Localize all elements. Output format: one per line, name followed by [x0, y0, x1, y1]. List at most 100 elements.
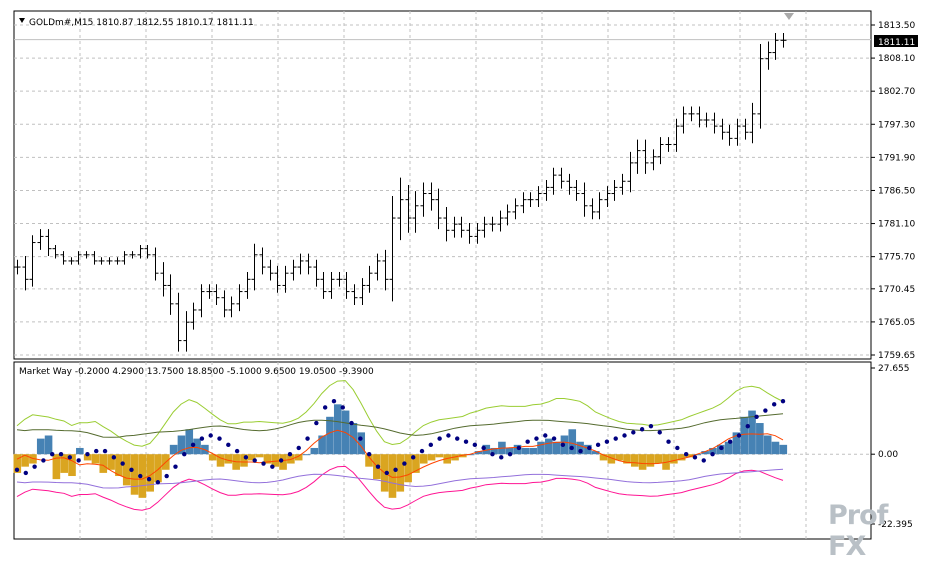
indicator-dot	[331, 399, 337, 404]
indicator-dot	[560, 442, 566, 448]
indicator-dot	[631, 430, 636, 435]
indicator-dot	[173, 464, 178, 469]
indicator-dot	[226, 442, 231, 448]
histogram-bar	[709, 447, 717, 455]
histogram-bar	[185, 429, 194, 455]
indicator-dot	[595, 442, 601, 448]
indicator-dot	[763, 408, 768, 413]
histogram-bar	[255, 454, 264, 458]
upper-band-line	[16, 380, 784, 447]
histogram-bar	[357, 432, 366, 455]
indicator-dot	[14, 467, 20, 472]
indicator-dot	[419, 448, 425, 454]
indicator-lines	[16, 380, 784, 511]
indicator-tick-label: 0.00	[878, 450, 898, 460]
histogram-bar	[21, 454, 29, 467]
indicator-dot	[322, 405, 328, 410]
histogram-bar	[521, 447, 530, 455]
indicator-dot	[701, 458, 706, 463]
histogram-bar	[318, 435, 326, 455]
histogram-bar	[685, 454, 694, 458]
histogram-bar	[505, 447, 514, 455]
indicator-dot	[67, 455, 73, 460]
histogram-bar	[591, 451, 600, 455]
price-plot-frame	[13, 10, 872, 360]
histogram-bar	[240, 454, 248, 467]
histogram-bar	[466, 454, 475, 456]
indicator-dot	[41, 458, 46, 463]
indicator-dot	[648, 423, 654, 429]
indicator-dot	[314, 420, 319, 426]
watermark-logo: Prof FX	[828, 500, 932, 562]
indicator-dot	[604, 439, 610, 444]
indicator-dot	[32, 464, 37, 469]
indicator-dot	[771, 402, 777, 407]
indicator-dot	[261, 461, 266, 466]
histogram-bar	[349, 423, 358, 455]
indicator-panel: 27.655 0.00 -22.395 Market Way -0.2000 4.2…	[13, 361, 913, 540]
histogram-bar	[670, 454, 678, 464]
histogram-bar	[482, 444, 491, 455]
histogram-bar	[646, 454, 655, 467]
histogram-bar	[326, 416, 334, 455]
histogram-bar	[732, 432, 741, 455]
histogram-bar	[412, 454, 420, 473]
indicator-dot	[683, 451, 689, 457]
histogram-bar	[545, 438, 553, 455]
indicator-dot	[710, 451, 715, 457]
histogram-bar	[724, 441, 733, 455]
indicator-dot	[446, 433, 451, 438]
histogram-bar	[333, 404, 342, 455]
indicator-dot	[349, 420, 354, 426]
indicator-dot	[296, 445, 301, 451]
indicator-dot	[472, 442, 478, 448]
indicator-dot	[190, 442, 196, 448]
price-tick-label: 1759.65	[878, 351, 915, 361]
histogram-bar	[263, 454, 272, 464]
indicator-dot	[366, 451, 372, 457]
histogram-bar	[247, 454, 256, 461]
histogram-bar	[474, 451, 483, 455]
price-grid	[14, 11, 871, 359]
histogram-bar	[91, 454, 100, 464]
indicator-dot	[217, 436, 222, 441]
indicator-dot	[543, 433, 548, 438]
histogram-bar	[115, 454, 123, 477]
histogram-bar	[52, 454, 61, 480]
indicator-dot	[507, 451, 513, 457]
histogram-bar	[419, 454, 428, 464]
histogram-bar	[599, 454, 608, 461]
indicator-dot	[499, 455, 504, 460]
histogram-bar	[68, 454, 76, 477]
histogram-bar	[177, 435, 186, 455]
histogram-bar	[435, 454, 444, 458]
histogram-bar	[396, 454, 405, 492]
price-tick-label: 1781.10	[878, 220, 915, 230]
histogram-bar	[630, 454, 639, 467]
chart-shift-marker[interactable]	[784, 13, 794, 20]
histogram-bar	[763, 435, 772, 455]
indicator-dot	[243, 455, 249, 460]
histogram-bar	[576, 441, 584, 455]
indicator-dot	[111, 455, 117, 460]
indicator-dot	[719, 445, 724, 451]
signal-line	[16, 429, 784, 480]
histogram-bar	[740, 416, 749, 455]
symbol-dropdown-icon[interactable]	[19, 18, 25, 23]
histogram-bar	[36, 438, 45, 455]
histogram-bar	[76, 447, 84, 455]
histogram-bar	[13, 454, 22, 473]
histogram-bar	[216, 454, 225, 467]
indicator-dot	[639, 427, 645, 432]
histogram-bar	[552, 441, 561, 455]
histogram-bar	[271, 454, 280, 467]
indicator-dot	[50, 451, 55, 457]
histogram-bar	[208, 454, 217, 461]
indicator-dot	[569, 445, 574, 451]
histogram-bar	[310, 447, 319, 455]
histogram-bar	[60, 454, 68, 473]
histogram-bar	[193, 438, 201, 455]
indicator-dot	[305, 436, 310, 441]
histogram-bar	[83, 454, 92, 461]
indicator-dot	[613, 436, 618, 441]
